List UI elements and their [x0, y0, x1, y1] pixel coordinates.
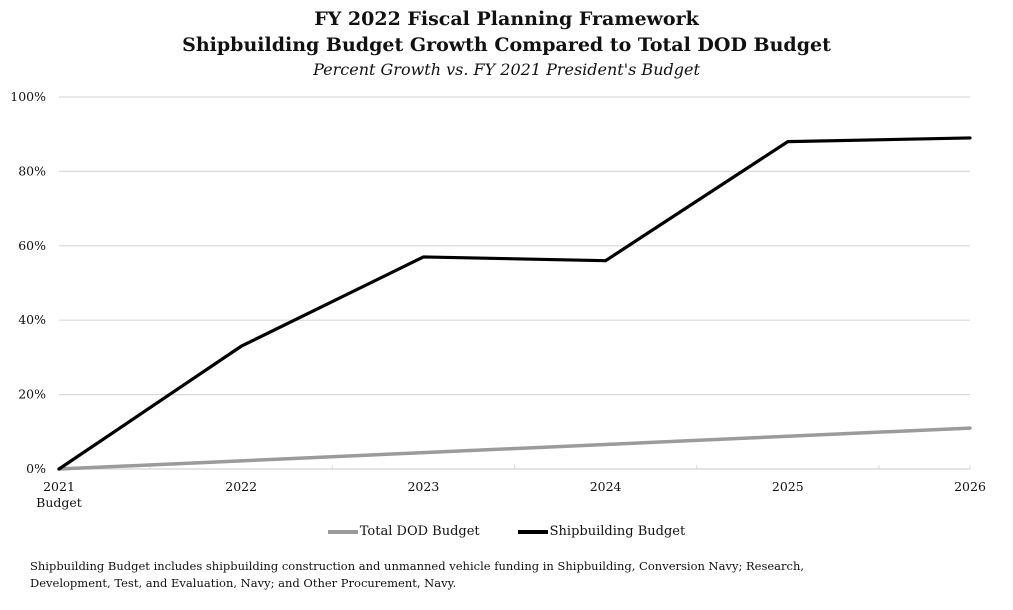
- y-tick-label: 80%: [18, 163, 46, 178]
- x-axis: 2021 Budget 2022 2023 2024 2025 2026: [36, 465, 986, 510]
- x-tick-label: 2024: [590, 479, 622, 494]
- y-tick-label: 100%: [10, 89, 46, 104]
- legend: Total DOD Budget Shipbuilding Budget: [0, 524, 1013, 539]
- x-tick-label: 2025: [772, 479, 804, 494]
- series-line-shipbuilding-budget: [57, 136, 972, 471]
- chart-title: FY 2022 Fiscal Planning Framework: [314, 8, 699, 30]
- y-axis: 0% 20% 40% 60% 80% 100%: [10, 89, 46, 476]
- series-lines: [57, 136, 972, 471]
- y-tick-label: 40%: [18, 312, 46, 327]
- legend-item-shipbuilding: Shipbuilding Budget: [517, 524, 686, 539]
- gridlines: [59, 96, 970, 470]
- legend-swatch-shipbuilding: [517, 529, 548, 534]
- legend-label-shipbuilding: Shipbuilding Budget: [549, 524, 686, 539]
- y-tick-label: 0%: [26, 461, 46, 476]
- legend-swatch-total-dod: [327, 529, 358, 534]
- y-tick-label: 60%: [18, 238, 46, 253]
- x-tick-label: 2022: [225, 479, 257, 494]
- legend-label-total-dod: Total DOD Budget: [359, 524, 480, 539]
- x-tick-label: 2026: [954, 479, 986, 494]
- x-tick-label: 2023: [407, 479, 439, 494]
- x-tick-label: 2021 Budget: [36, 479, 82, 510]
- chart-subtitle: Percent Growth vs. FY 2021 President's B…: [313, 60, 700, 79]
- footnote: Shipbuilding Budget includes shipbuildin…: [30, 559, 805, 590]
- y-tick-label: 20%: [18, 387, 46, 402]
- chart-title-line-2: Shipbuilding Budget Growth Compared to T…: [182, 34, 831, 56]
- legend-item-total-dod: Total DOD Budget: [327, 524, 480, 539]
- series-line-total-dod-budget: [57, 426, 972, 471]
